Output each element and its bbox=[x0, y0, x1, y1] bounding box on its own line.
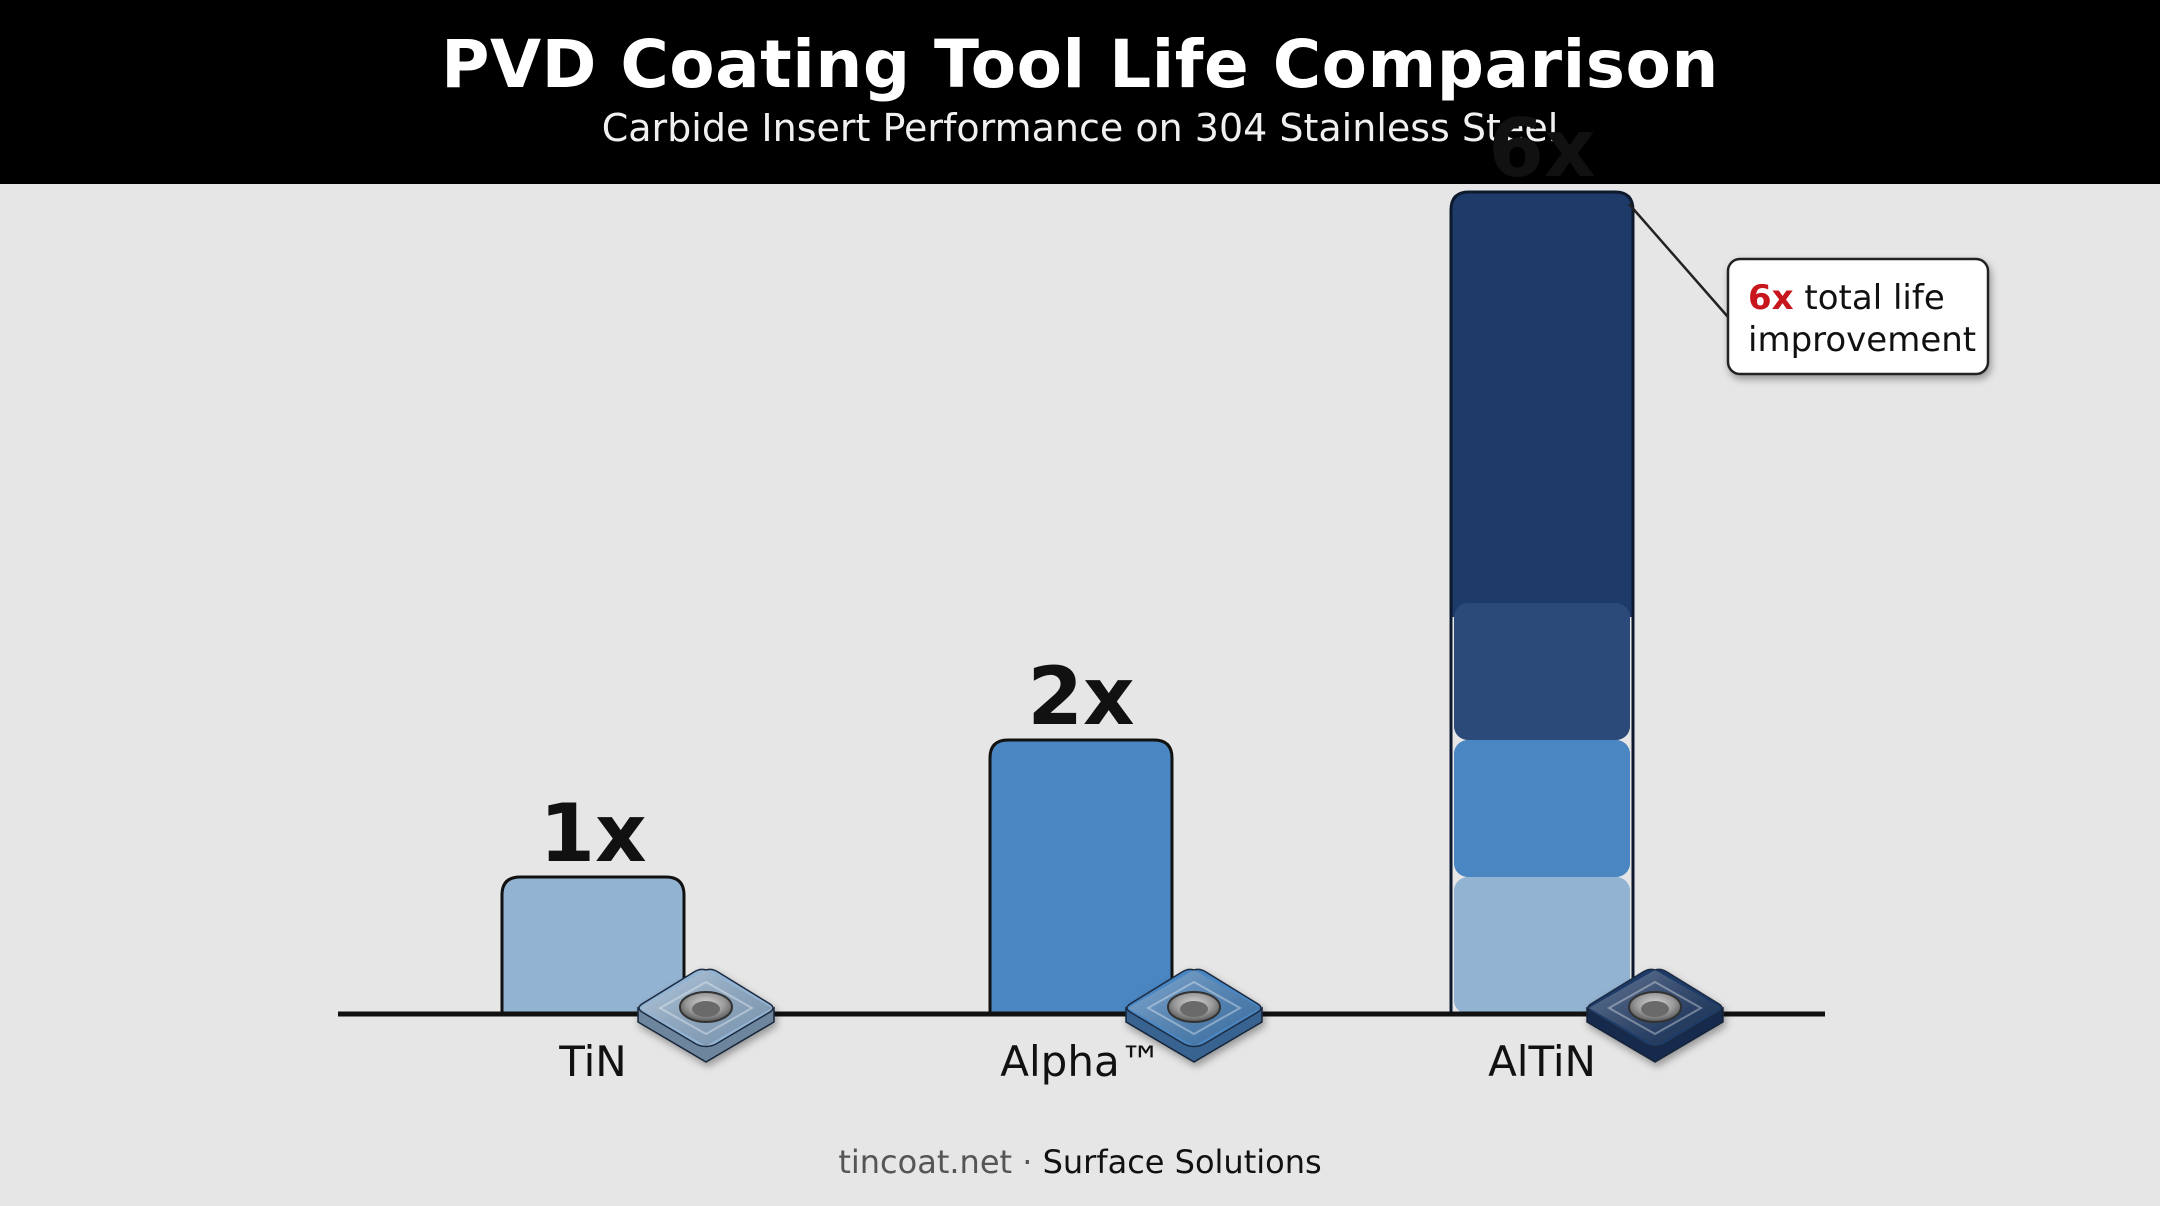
chart-subtitle: Carbide Insert Performance on 304 Stainl… bbox=[601, 106, 1559, 150]
bar-segment bbox=[1454, 877, 1630, 1014]
chart-title: PVD Coating Tool Life Comparison bbox=[441, 26, 1719, 103]
callout-text-line1: 6x total life bbox=[1748, 278, 1945, 318]
value-label: 2x bbox=[1027, 650, 1134, 743]
header-banner: PVD Coating Tool Life Comparison Carbide… bbox=[0, 0, 2160, 184]
bar-segment bbox=[1454, 603, 1630, 740]
value-label: 1x bbox=[539, 787, 646, 880]
category-label: TiN bbox=[558, 1037, 626, 1086]
footer-separator: · bbox=[1012, 1143, 1043, 1181]
bar-fill bbox=[500, 875, 686, 1016]
callout-text-line2: improvement bbox=[1748, 320, 1976, 360]
callout-leader-line bbox=[1628, 203, 1729, 318]
bar-outline bbox=[1449, 190, 1635, 1016]
footer-site: tincoat.net bbox=[838, 1143, 1013, 1181]
footer-credit: tincoat.net · Surface Solutions bbox=[0, 1143, 2160, 1181]
carbide-insert-icon bbox=[637, 968, 775, 1063]
bar-1 bbox=[988, 738, 1174, 1016]
bar-segment bbox=[1451, 192, 1633, 617]
callout-highlight: 6x bbox=[1748, 278, 1794, 318]
category-label: AlTiN bbox=[1488, 1037, 1596, 1086]
footer-tagline: Surface Solutions bbox=[1042, 1143, 1322, 1181]
bar-fill bbox=[988, 738, 1174, 1016]
bar-0 bbox=[500, 875, 686, 1016]
bar-segment bbox=[1454, 740, 1630, 877]
category-label: Alpha™ bbox=[1000, 1037, 1161, 1086]
value-label: 6x bbox=[1488, 102, 1595, 195]
carbide-insert-icon bbox=[1586, 968, 1724, 1063]
bar-2 bbox=[1449, 190, 1635, 1016]
callout-text: total life bbox=[1794, 278, 1945, 318]
carbide-insert-icon bbox=[1125, 968, 1263, 1063]
